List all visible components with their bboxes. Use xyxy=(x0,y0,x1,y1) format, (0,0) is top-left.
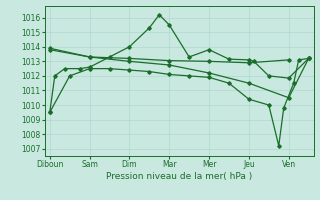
X-axis label: Pression niveau de la mer( hPa ): Pression niveau de la mer( hPa ) xyxy=(106,172,252,181)
